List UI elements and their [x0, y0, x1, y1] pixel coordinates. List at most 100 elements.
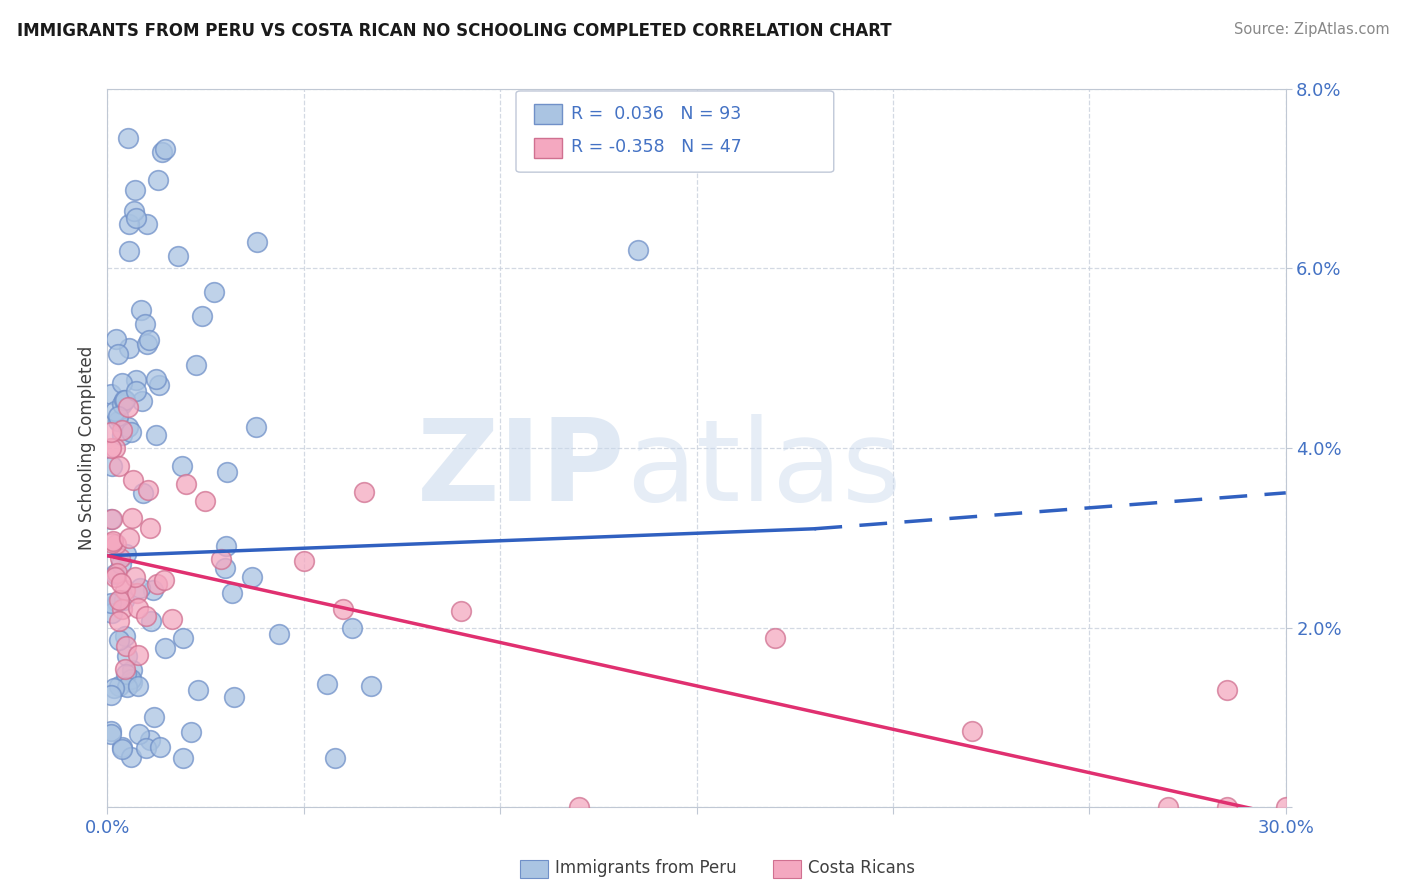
- Point: [100, 596, 122, 610]
- Point: [960, 724, 983, 739]
- Point: [145, 427, 167, 442]
- Point: [111, 423, 134, 437]
- Point: [112, 592, 135, 607]
- Point: [167, 248, 190, 262]
- Point: [190, 309, 212, 323]
- Point: [146, 576, 169, 591]
- Point: [1216, 683, 1239, 698]
- Point: [107, 414, 129, 428]
- Point: [121, 511, 143, 525]
- Point: [172, 631, 194, 645]
- Point: [360, 679, 382, 693]
- Point: [117, 420, 139, 434]
- Point: [100, 386, 122, 401]
- Point: [111, 397, 134, 411]
- Point: [1157, 800, 1180, 814]
- Point: [100, 512, 122, 526]
- Point: [125, 373, 148, 387]
- Point: [110, 741, 132, 756]
- Point: [215, 539, 238, 553]
- Point: [246, 235, 269, 249]
- Point: [135, 217, 157, 231]
- Point: [115, 648, 138, 663]
- Point: [136, 483, 159, 497]
- Point: [105, 537, 128, 551]
- Point: [100, 441, 122, 455]
- Text: Costa Ricans: Costa Ricans: [808, 859, 915, 877]
- Point: [139, 732, 162, 747]
- Point: [145, 372, 167, 386]
- Point: [107, 347, 129, 361]
- Point: [209, 552, 232, 566]
- Point: [125, 586, 148, 600]
- Point: [115, 547, 138, 561]
- Point: [135, 740, 157, 755]
- Point: [110, 576, 132, 591]
- Point: [105, 566, 128, 581]
- Point: [1274, 800, 1296, 814]
- Point: [217, 466, 239, 480]
- Point: [143, 710, 166, 724]
- Point: [104, 441, 127, 455]
- Point: [100, 425, 122, 440]
- Point: [103, 534, 125, 549]
- Point: [214, 561, 236, 575]
- Point: [136, 337, 159, 351]
- Point: [763, 632, 786, 646]
- Point: [160, 612, 183, 626]
- Point: [121, 473, 143, 487]
- Point: [135, 609, 157, 624]
- Point: [115, 666, 138, 681]
- Point: [125, 211, 148, 225]
- Point: [340, 621, 363, 635]
- Point: [240, 570, 263, 584]
- Point: [101, 512, 124, 526]
- Point: [121, 663, 143, 677]
- Point: [111, 376, 134, 390]
- Point: [138, 333, 160, 347]
- Text: IMMIGRANTS FROM PERU VS COSTA RICAN NO SCHOOLING COMPLETED CORRELATION CHART: IMMIGRANTS FROM PERU VS COSTA RICAN NO S…: [17, 22, 891, 40]
- Point: [202, 285, 225, 300]
- Point: [194, 493, 217, 508]
- Point: [127, 648, 149, 663]
- Point: [110, 557, 132, 571]
- Point: [627, 244, 650, 258]
- Point: [114, 662, 136, 676]
- Text: Source: ZipAtlas.com: Source: ZipAtlas.com: [1233, 22, 1389, 37]
- Point: [124, 183, 146, 197]
- Point: [108, 593, 131, 607]
- Point: [129, 303, 152, 318]
- Point: [132, 486, 155, 500]
- Point: [115, 680, 138, 694]
- Point: [148, 378, 170, 392]
- Text: atlas: atlas: [626, 414, 901, 525]
- Point: [124, 570, 146, 584]
- Point: [149, 740, 172, 755]
- Point: [1216, 800, 1239, 814]
- Point: [114, 629, 136, 643]
- Point: [131, 393, 153, 408]
- Point: [139, 615, 162, 629]
- Point: [101, 535, 124, 549]
- Point: [121, 674, 143, 689]
- Point: [114, 639, 136, 653]
- Point: [150, 145, 173, 159]
- Point: [118, 341, 141, 355]
- Point: [128, 727, 150, 741]
- Point: [103, 681, 125, 696]
- Point: [108, 551, 131, 566]
- Point: [221, 586, 243, 600]
- Point: [103, 569, 125, 583]
- Point: [180, 725, 202, 739]
- Point: [139, 521, 162, 535]
- Point: [568, 800, 591, 814]
- Point: [101, 459, 124, 474]
- Point: [108, 458, 131, 473]
- Point: [127, 679, 149, 693]
- Point: [100, 688, 122, 702]
- Point: [120, 425, 142, 440]
- Point: [104, 333, 127, 347]
- Point: [107, 614, 129, 628]
- Point: [245, 419, 267, 434]
- Point: [170, 459, 193, 474]
